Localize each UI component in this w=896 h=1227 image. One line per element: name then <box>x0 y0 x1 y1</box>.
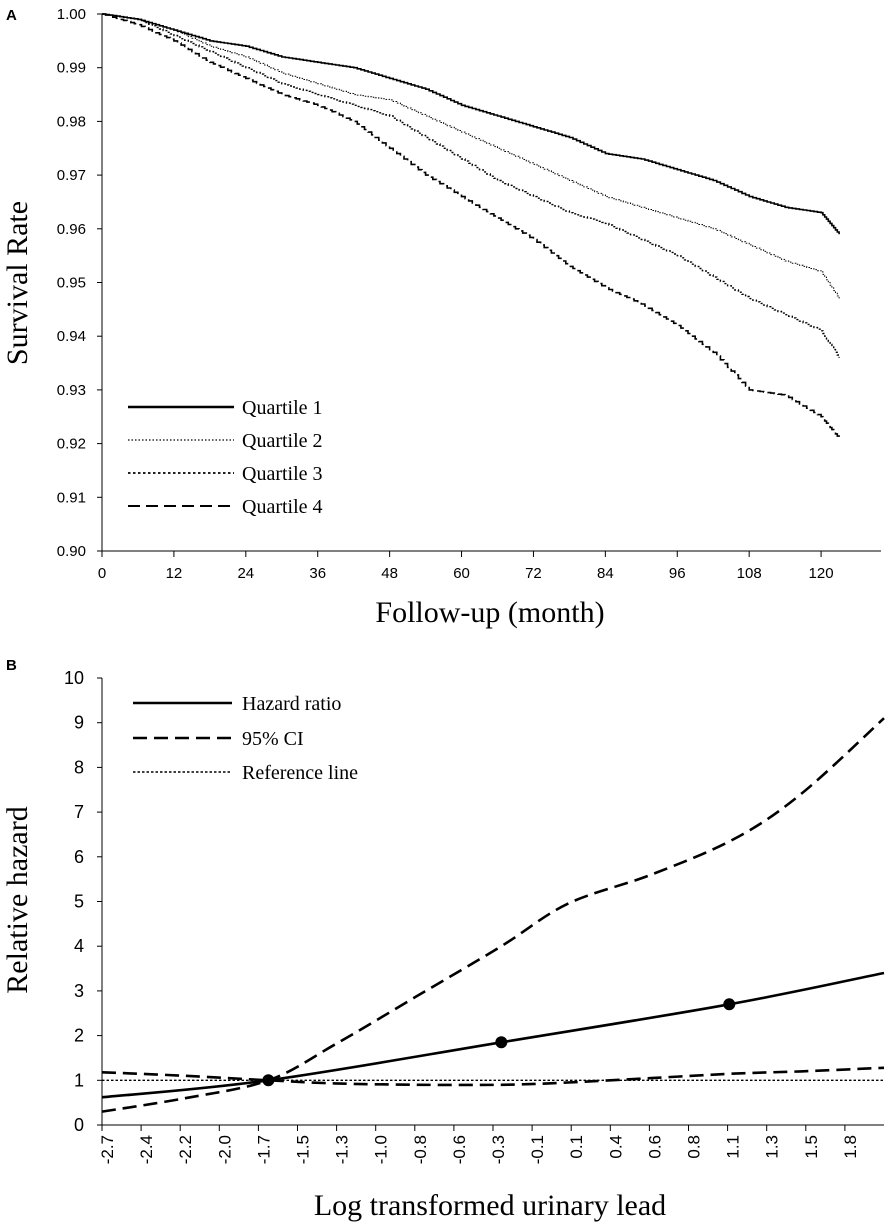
series-line-quartile-1 <box>102 13 840 235</box>
panel-a-x-axis-title: Follow-up (month) <box>375 596 604 629</box>
panel-b-y-axis-title: Relative hazard <box>1 806 34 993</box>
panel-a-y-ticks: 0.90 0.91 0.92 0.93 0.94 0.95 0.96 0.97 0.98 0.99… <box>57 6 102 560</box>
panel-a-x-tick-label: 96 <box>669 565 686 582</box>
series-line-95-ci <box>101 717 885 1113</box>
panel-b-x-tick-label: -0.8 <box>411 1135 430 1164</box>
panel-b-x-tick-label: -1.5 <box>294 1135 313 1164</box>
panel-a-x-tick-label: 48 <box>381 565 398 582</box>
panel-a-x-tick-label: 60 <box>453 565 470 582</box>
panel-b-legend: Hazard ratio 95% CI Reference line <box>133 693 358 784</box>
panel-a-chart: A 0.900.910.920.930.940.950.960.970.980.… <box>1 6 881 629</box>
panel-b-y-ticks: 0 1 2 3 4 5 6 7 8 9 10 <box>64 668 102 1135</box>
panel-a-x-tick-label: 0 <box>98 565 106 582</box>
panel-b-x-tick-label: -0.1 <box>528 1135 547 1164</box>
hazard-ratio-point <box>723 998 736 1011</box>
panel-b-y-tick-label: 0 <box>74 1115 84 1135</box>
panel-b-x-tick-label: 1.3 <box>763 1135 782 1159</box>
legend-label-95-ci: 95% CI <box>242 728 304 750</box>
panel-b-x-tick-label: -0.3 <box>489 1135 508 1164</box>
panel-b-y-tick-label: 2 <box>74 1026 84 1046</box>
panel-a-x-tick-label: 12 <box>166 565 183 582</box>
panel-b-y-tick-label: 5 <box>74 892 84 912</box>
panel-b-y-tick-label: 7 <box>74 802 84 822</box>
panel-b-x-tick-label: 0.1 <box>567 1135 586 1159</box>
legend-label-quartile-4: Quartile 4 <box>242 496 323 518</box>
panel-b-y-tick-label: 9 <box>74 713 84 733</box>
panel-a-y-tick-label: 0.95 <box>57 275 86 292</box>
panel-b-x-tick-label: 1.5 <box>802 1135 821 1159</box>
panel-b-y-tick-label: 1 <box>74 1070 84 1090</box>
panel-b-y-tick-label: 4 <box>74 936 84 956</box>
panel-b-y-tick-label: 6 <box>74 847 84 867</box>
panel-a-x-tick-label: 84 <box>597 565 614 582</box>
panel-b-x-tick-label: 0.4 <box>606 1135 625 1159</box>
panel-b-y-tick-label: 10 <box>64 668 84 688</box>
panel-a-y-tick-label: 0.96 <box>57 221 86 238</box>
panel-b-x-axis-title: Log transformed urinary lead <box>314 1189 666 1222</box>
panel-a-y-tick-label: 0.93 <box>57 382 86 399</box>
panel-a-y-tick-label: 0.90 <box>57 543 86 560</box>
panel-b-markers <box>262 998 736 1087</box>
panel-a-x-ticks: 0 12 24 36 48 60 72 84 96 108 120 <box>98 551 834 582</box>
panel-b-x-tick-label: 1.8 <box>841 1135 860 1159</box>
series-line-quartile-3 <box>102 13 840 358</box>
panel-b-label: B <box>6 657 17 674</box>
panel-b-x-tick-label: 0.8 <box>685 1135 704 1159</box>
panel-b-x-tick-label: -2.7 <box>98 1135 117 1164</box>
panel-a-x-tick-label: 36 <box>309 565 326 582</box>
panel-b-x-ticks: -2.7 -2.4 -2.2 -2.0 -1.7 -1.5 -1.3 -1.0 -0.8 -0.6… <box>98 1125 860 1164</box>
legend-label-quartile-2: Quartile 2 <box>242 430 323 452</box>
panel-b-y-tick-label: 3 <box>74 981 84 1001</box>
panel-b-x-tick-label: 0.6 <box>645 1135 664 1159</box>
panel-a-x-tick-label: 24 <box>237 565 254 582</box>
panel-a-y-tick-label: 0.98 <box>57 113 86 130</box>
panel-b-x-tick-label: -1.3 <box>333 1135 352 1164</box>
panel-b-x-tick-label: 1.1 <box>724 1135 743 1159</box>
panel-a-label: A <box>6 7 17 24</box>
legend-label-quartile-3: Quartile 3 <box>242 463 323 485</box>
panel-a-legend: Quartile 1 Quartile 2 Quartile 3 Quartil… <box>128 397 323 518</box>
panel-b-x-tick-label: -0.6 <box>450 1135 469 1164</box>
panel-a-y-tick-label: 0.99 <box>57 60 86 77</box>
hazard-ratio-point <box>262 1074 275 1087</box>
panel-b-x-tick-label: -1.0 <box>372 1135 391 1164</box>
panel-a-y-tick-label: 0.91 <box>57 489 86 506</box>
series-line-95-ci-lower <box>101 1066 885 1087</box>
panel-a-x-tick-label: 108 <box>737 565 762 582</box>
panel-a-series <box>102 13 840 439</box>
panel-a-y-tick-label: 0.94 <box>57 328 86 345</box>
panel-a-y-tick-label: 0.97 <box>57 167 86 184</box>
hazard-ratio-point <box>495 1036 508 1049</box>
panel-a-x-tick-label: 120 <box>809 565 834 582</box>
series-line-quartile-2 <box>102 13 840 299</box>
series-line-quartile-4 <box>102 13 840 439</box>
panel-b-y-tick-label: 8 <box>74 757 84 777</box>
panel-b-x-tick-label: -2.0 <box>215 1135 234 1164</box>
panel-a-y-tick-label: 1.00 <box>57 6 86 23</box>
panel-b-x-tick-label: -2.2 <box>176 1135 195 1164</box>
panel-a-y-axis-title: Survival Rate <box>1 201 34 365</box>
panel-b-series <box>101 717 885 1113</box>
panel-a-y-tick-label: 0.92 <box>57 436 86 453</box>
panel-b-x-tick-label: -2.4 <box>137 1135 156 1164</box>
panel-a-x-tick-label: 72 <box>525 565 542 582</box>
panel-b-x-tick-label: -1.7 <box>254 1135 273 1164</box>
legend-label-quartile-1: Quartile 1 <box>242 397 323 419</box>
legend-label-reference-line: Reference line <box>242 762 358 784</box>
legend-label-hazard-ratio: Hazard ratio <box>242 693 341 715</box>
